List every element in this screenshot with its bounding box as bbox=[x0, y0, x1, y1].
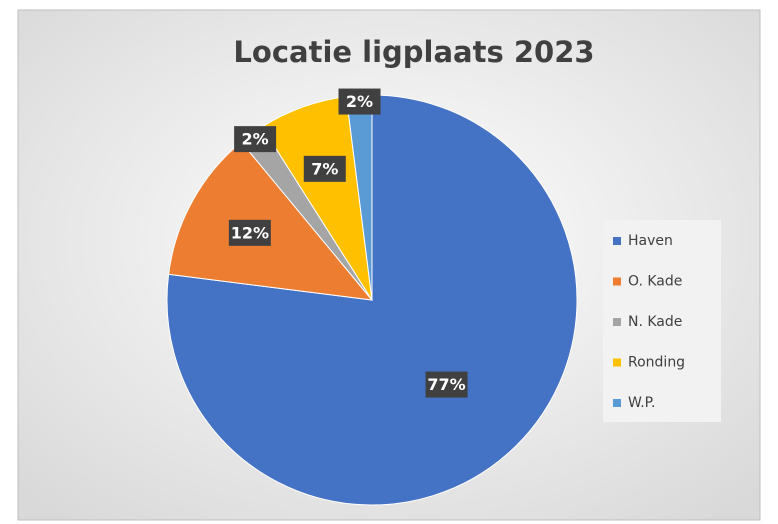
data-label: 77% bbox=[427, 375, 465, 394]
data-label: 2% bbox=[242, 130, 269, 149]
legend-swatch bbox=[613, 358, 621, 367]
legend-label: Ronding bbox=[628, 355, 685, 371]
legend-swatch bbox=[613, 277, 621, 286]
data-label: 2% bbox=[346, 92, 373, 111]
pie-slice bbox=[166, 94, 578, 506]
data-label: 7% bbox=[311, 159, 338, 178]
chart-title: Locatie ligplaats 2023 bbox=[233, 35, 594, 69]
legend-label: O. Kade bbox=[628, 274, 682, 290]
legend-swatch bbox=[613, 237, 621, 245]
legend-swatch bbox=[613, 318, 621, 326]
data-label-box bbox=[303, 155, 346, 182]
legend-label: Haven bbox=[628, 233, 673, 249]
legend-label: N. Kade bbox=[628, 314, 682, 330]
legend-swatch bbox=[613, 399, 621, 407]
legend-box bbox=[603, 220, 721, 422]
data-label-box bbox=[228, 219, 271, 246]
data-label-box bbox=[234, 126, 277, 153]
data-label: 12% bbox=[231, 223, 269, 242]
data-label-box bbox=[425, 371, 468, 398]
legend-label: W.P. bbox=[628, 395, 655, 411]
data-label-box bbox=[338, 88, 381, 115]
